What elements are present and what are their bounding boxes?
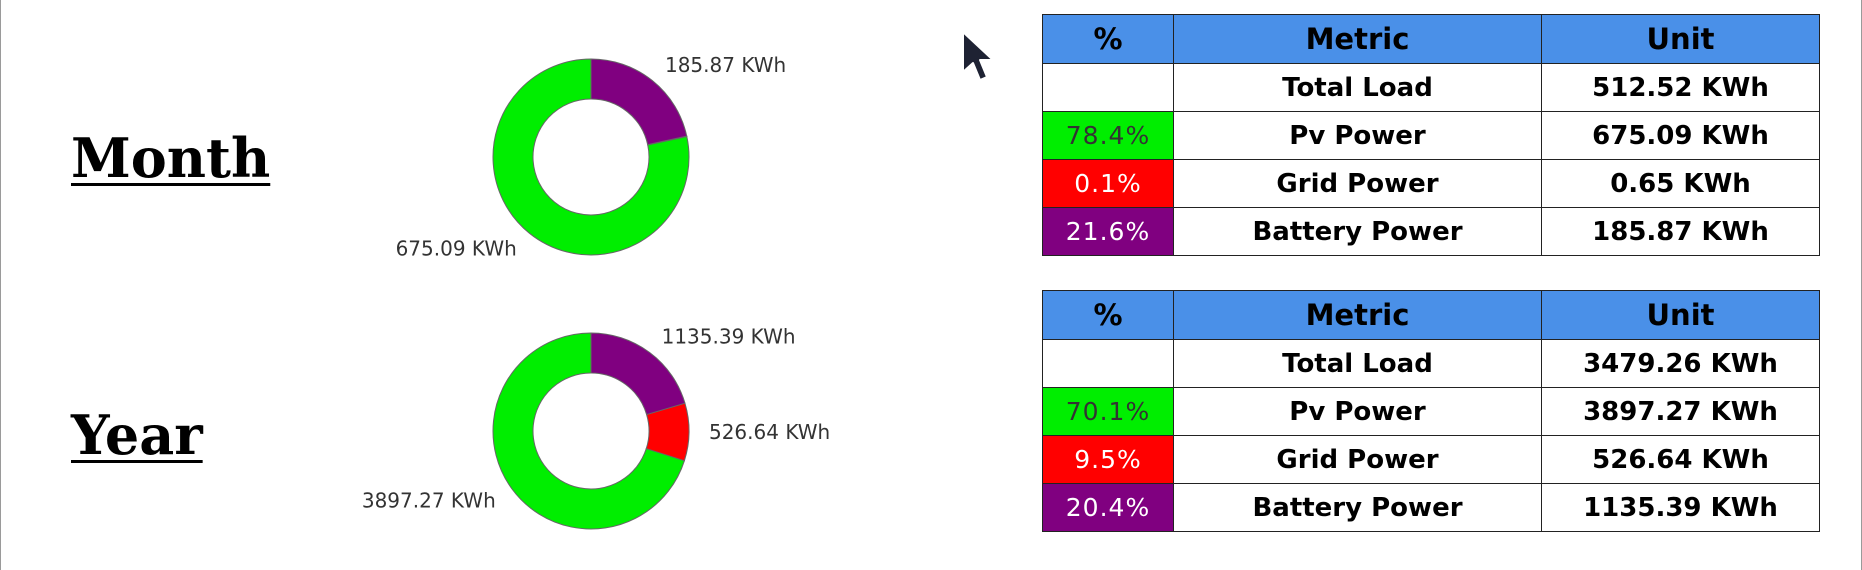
percent-column-header: % — [1042, 14, 1174, 64]
year-label: Year — [71, 403, 203, 467]
table-row-grid-power: 0.1% Grid Power 0.65 KWh — [1042, 159, 1820, 208]
table-row-battery-power: 21.6% Battery Power 185.87 KWh — [1042, 207, 1820, 256]
slice-label: 675.09 KWh — [396, 237, 517, 261]
percent-cell: 78.4% — [1042, 111, 1174, 160]
mouse-cursor-icon — [962, 31, 994, 81]
metric-cell: Battery Power — [1173, 207, 1542, 256]
unit-cell: 3479.26 KWh — [1541, 339, 1820, 388]
left-border — [0, 0, 1, 570]
percent-cell: 0.1% — [1042, 159, 1174, 208]
year-metrics-table: % Metric Unit Total Load 3479.26 KWh 70.… — [1042, 290, 1820, 532]
table-row-battery-power: 20.4% Battery Power 1135.39 KWh — [1042, 483, 1820, 532]
metric-column-header: Metric — [1173, 290, 1542, 340]
slice-label: 1135.39 KWh — [662, 324, 796, 348]
metric-column-header: Metric — [1173, 14, 1542, 64]
unit-cell: 1135.39 KWh — [1541, 483, 1820, 532]
donut-slice — [492, 332, 686, 530]
percent-cell: 20.4% — [1042, 483, 1174, 532]
percent-cell: 21.6% — [1042, 207, 1174, 256]
table-row-pv-power: 70.1% Pv Power 3897.27 KWh — [1042, 387, 1820, 436]
slice-label: 3897.27 KWh — [362, 489, 496, 513]
donut-slice — [590, 332, 686, 416]
unit-cell: 3897.27 KWh — [1541, 387, 1820, 436]
table-row-grid-power: 9.5% Grid Power 526.64 KWh — [1042, 435, 1820, 484]
percent-column-header: % — [1042, 290, 1174, 340]
table-header-row: % Metric Unit — [1042, 14, 1820, 64]
percent-cell: 70.1% — [1042, 387, 1174, 436]
month-label: Month — [71, 126, 271, 190]
month-metrics-table: % Metric Unit Total Load 512.52 KWh 78.4… — [1042, 14, 1820, 256]
unit-column-header: Unit — [1541, 14, 1820, 64]
unit-cell: 526.64 KWh — [1541, 435, 1820, 484]
unit-cell: 675.09 KWh — [1541, 111, 1820, 160]
slice-label: 185.87 KWh — [665, 53, 786, 77]
metric-cell: Pv Power — [1173, 111, 1542, 160]
unit-cell: 185.87 KWh — [1541, 207, 1820, 256]
metric-cell: Grid Power — [1173, 435, 1542, 484]
metric-cell: Battery Power — [1173, 483, 1542, 532]
donut-slice — [492, 58, 690, 256]
unit-cell: 0.65 KWh — [1541, 159, 1820, 208]
year-donut-chart: 3897.27 KWh 526.64 KWh 1135.39 KWh — [362, 324, 830, 530]
table-header-row: % Metric Unit — [1042, 290, 1820, 340]
percent-cell: 9.5% — [1042, 435, 1174, 484]
unit-cell: 512.52 KWh — [1541, 63, 1820, 112]
unit-column-header: Unit — [1541, 290, 1820, 340]
metric-cell: Total Load — [1173, 339, 1542, 388]
percent-cell — [1042, 63, 1174, 112]
table-row-total-load: Total Load 512.52 KWh — [1042, 63, 1820, 112]
table-row-pv-power: 78.4% Pv Power 675.09 KWh — [1042, 111, 1820, 160]
metric-cell: Grid Power — [1173, 159, 1542, 208]
table-row-total-load: Total Load 3479.26 KWh — [1042, 339, 1820, 388]
slice-label: 526.64 KWh — [709, 420, 830, 444]
percent-cell — [1042, 339, 1174, 388]
month-donut-chart: 675.09 KWh 185.87 KWh — [396, 53, 787, 261]
metric-cell: Pv Power — [1173, 387, 1542, 436]
metric-cell: Total Load — [1173, 63, 1542, 112]
donut-slice — [590, 58, 688, 146]
